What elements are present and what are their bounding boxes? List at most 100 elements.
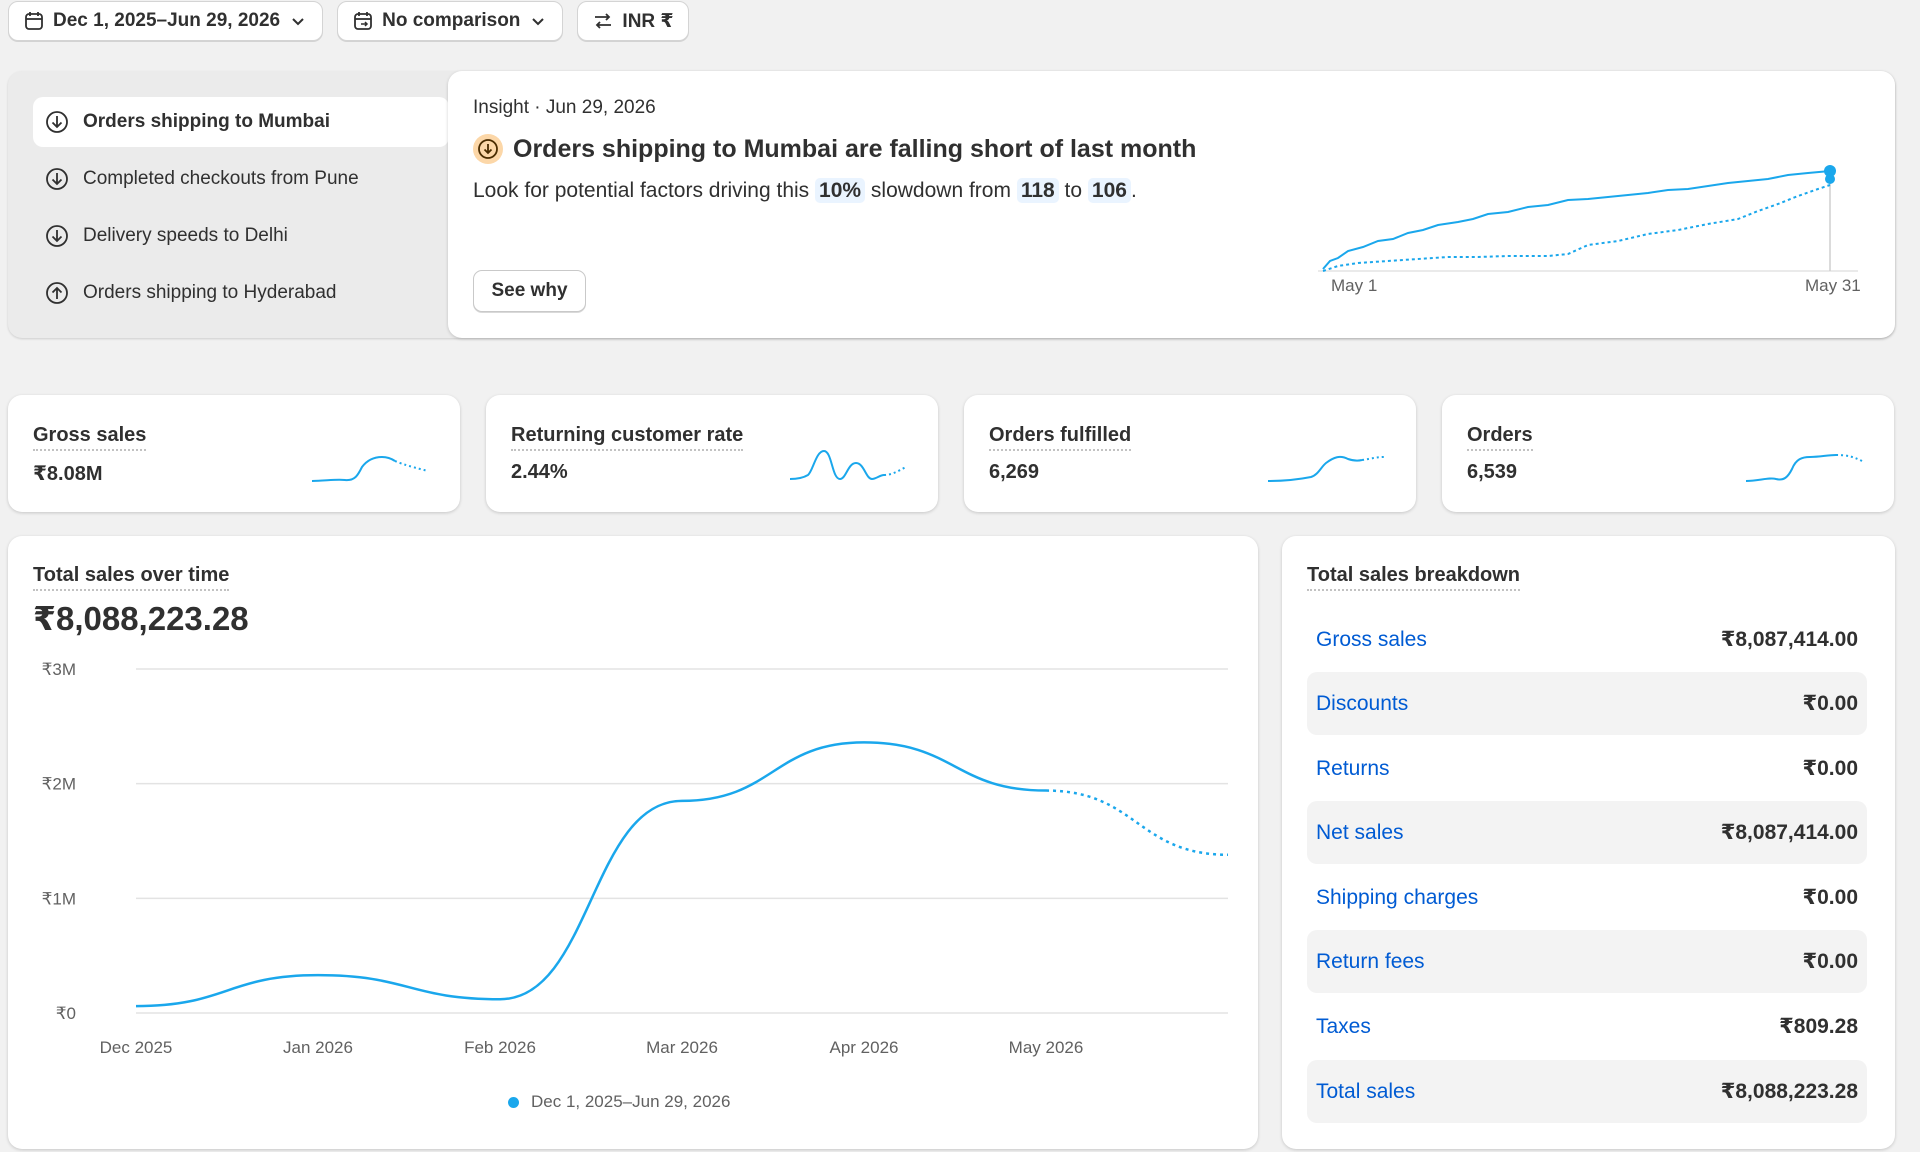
sales-over-time-card: Total sales over time ₹8,088,223.28 ₹0 ₹1… bbox=[8, 536, 1258, 1149]
chevron-down-icon bbox=[532, 18, 545, 26]
kpi-card-orders[interactable]: Orders 6,539 bbox=[1442, 395, 1894, 512]
arrow-down-circle-icon bbox=[46, 225, 68, 247]
legend-label: Dec 1, 2025–Jun 29, 2026 bbox=[531, 1092, 731, 1111]
sales-over-time-title[interactable]: Total sales over time bbox=[33, 564, 230, 591]
kpi-label: Orders fulfilled bbox=[989, 424, 1132, 451]
calendar-icon bbox=[25, 12, 43, 30]
sales-breakdown-title[interactable]: Total sales breakdown bbox=[1307, 564, 1521, 591]
breakdown-row-taxes: Taxes ₹809.28 bbox=[1307, 995, 1867, 1058]
legend-dot bbox=[508, 1096, 519, 1108]
arrow-down-circle-icon bbox=[46, 168, 68, 190]
insight-item-mumbai[interactable]: Orders shipping to Mumbai bbox=[33, 97, 449, 147]
mini-chart-current-line bbox=[1322, 170, 1831, 270]
insight-title-row: Orders shipping to Mumbai are falling sh… bbox=[473, 134, 1196, 164]
y-tick-label: ₹2M bbox=[42, 775, 76, 794]
insight-from-value: 118 bbox=[1016, 178, 1059, 203]
kpi-value: 2.44% bbox=[511, 461, 568, 483]
insight-item-label: Orders shipping to Hyderabad bbox=[83, 282, 337, 303]
series-line bbox=[135, 741, 1047, 1008]
toolbar: Dec 1, 2025–Jun 29, 2026 No comparison I… bbox=[8, 0, 689, 44]
mini-chart-start-label: May 1 bbox=[1331, 276, 1378, 295]
x-tick-label: May 2026 bbox=[1009, 1038, 1084, 1057]
breakdown-row-net-sales: Net sales ₹8,087,414.00 bbox=[1307, 801, 1867, 864]
breakdown-row-return-fees: Return fees ₹0.00 bbox=[1307, 930, 1867, 993]
insight-list: Orders shipping to Mumbai Completed chec… bbox=[33, 97, 449, 325]
breakdown-row-returns: Returns ₹0.00 bbox=[1307, 737, 1867, 800]
kpi-sparkline bbox=[1267, 455, 1385, 482]
date-range-label: Dec 1, 2025–Jun 29, 2026 bbox=[53, 10, 281, 31]
y-tick-label: ₹1M bbox=[42, 889, 76, 908]
breakdown-link[interactable]: Net sales bbox=[1316, 820, 1404, 844]
x-tick-label: Feb 2026 bbox=[464, 1038, 536, 1057]
mini-chart-end-label: May 31 bbox=[1805, 276, 1861, 295]
insight-text: . bbox=[1130, 179, 1137, 202]
breakdown-row-discounts: Discounts ₹0.00 bbox=[1307, 672, 1867, 735]
breakdown-value: ₹8,088,223.28 bbox=[1720, 1080, 1858, 1103]
breakdown-link[interactable]: Returns bbox=[1316, 756, 1390, 780]
currency-exchange-icon bbox=[595, 13, 612, 29]
kpi-card-gross-sales[interactable]: Gross sales ₹8.08M bbox=[8, 395, 460, 512]
kpi-card-orders-fulfilled[interactable]: Orders fulfilled 6,269 bbox=[964, 395, 1416, 512]
insight-title: Orders shipping to Mumbai are falling sh… bbox=[513, 134, 1197, 163]
breakdown-link[interactable]: Gross sales bbox=[1316, 627, 1427, 651]
kpi-label: Gross sales bbox=[33, 424, 147, 451]
y-tick-label: ₹3M bbox=[42, 660, 76, 679]
breakdown-value: ₹0.00 bbox=[1802, 950, 1858, 973]
kpi-card-returning-customer-rate[interactable]: Returning customer rate 2.44% bbox=[486, 395, 938, 512]
breakdown-link[interactable]: Total sales bbox=[1316, 1079, 1416, 1103]
sales-line-chart: ₹0 ₹1M ₹2M ₹3M Dec 2025 Jan 2026 Feb 2026 Mar 2… bbox=[42, 660, 1229, 1057]
arrow-down-circle-icon bbox=[46, 111, 68, 133]
insight-text: to bbox=[1064, 179, 1083, 202]
insight-mini-chart bbox=[1318, 165, 1858, 272]
insight-item-pune[interactable]: Completed checkouts from Pune bbox=[33, 154, 449, 204]
kpi-label: Orders bbox=[1467, 424, 1533, 451]
kpi-sparkline bbox=[789, 449, 907, 481]
breakdown-link[interactable]: Shipping charges bbox=[1316, 885, 1479, 909]
date-range-button[interactable]: Dec 1, 2025–Jun 29, 2026 bbox=[8, 1, 324, 41]
breakdown-value: ₹8,087,414.00 bbox=[1720, 628, 1858, 651]
breakdown-link[interactable]: Taxes bbox=[1316, 1014, 1371, 1038]
sales-breakdown-card: Total sales breakdown Gross sales ₹8,087… bbox=[1282, 536, 1895, 1149]
sales-total-value: ₹8,088,223.28 bbox=[33, 600, 249, 637]
breakdown-row-gross-sales: Gross sales ₹8,087,414.00 bbox=[1307, 608, 1867, 671]
mini-chart-point-previous bbox=[1825, 174, 1835, 184]
insight-card: Insight · Jun 29, 2026 Orders shipping t… bbox=[448, 71, 1895, 338]
see-why-button[interactable]: See why bbox=[473, 270, 586, 312]
y-tick-label: ₹0 bbox=[56, 1004, 76, 1023]
x-tick-label: Jan 2026 bbox=[283, 1038, 353, 1057]
breakdown-link[interactable]: Return fees bbox=[1316, 949, 1425, 973]
breakdown-value: ₹809.28 bbox=[1779, 1015, 1858, 1038]
breakdown-link[interactable]: Discounts bbox=[1316, 691, 1409, 715]
currency-label: INR ₹ bbox=[622, 10, 674, 32]
mini-chart-point-current bbox=[1824, 165, 1836, 177]
kpi-value: 6,269 bbox=[989, 461, 1040, 483]
insight-to-value: 106 bbox=[1087, 178, 1131, 203]
kpi-sparkline bbox=[311, 455, 429, 482]
insight-item-label: Completed checkouts from Pune bbox=[83, 168, 359, 189]
kpi-value: ₹8.08M bbox=[33, 463, 103, 485]
currency-button[interactable]: INR ₹ bbox=[577, 1, 689, 41]
kpi-sparkline bbox=[1745, 454, 1863, 482]
comparison-button[interactable]: No comparison bbox=[337, 1, 564, 41]
kpi-label: Returning customer rate bbox=[511, 424, 744, 451]
kpi-value: 6,539 bbox=[1467, 461, 1518, 483]
arrow-up-circle-icon bbox=[46, 282, 68, 304]
mini-chart-previous-line bbox=[1322, 184, 1831, 272]
insight-text: slowdown from bbox=[870, 179, 1011, 202]
breakdown-value: ₹8,087,414.00 bbox=[1720, 821, 1858, 844]
breakdown-value: ₹0.00 bbox=[1802, 757, 1858, 780]
insight-item-label: Delivery speeds to Delhi bbox=[83, 225, 288, 246]
insight-description: Look for potential factors driving this … bbox=[473, 178, 1137, 203]
comparison-label: No comparison bbox=[382, 10, 521, 31]
insight-date: Insight · Jun 29, 2026 bbox=[473, 97, 656, 118]
series-line-projected bbox=[1045, 789, 1229, 857]
insights-panel: Orders shipping to Mumbai Completed chec… bbox=[8, 71, 1895, 338]
insight-item-delhi[interactable]: Delivery speeds to Delhi bbox=[33, 211, 449, 261]
insight-percent: 10% bbox=[815, 178, 866, 203]
breakdown-value: ₹0.00 bbox=[1802, 692, 1858, 715]
calendar-compare-icon bbox=[354, 12, 373, 30]
x-tick-label: Apr 2026 bbox=[830, 1038, 899, 1057]
arrow-down-warning-icon bbox=[473, 134, 503, 164]
breakdown-value: ₹0.00 bbox=[1802, 886, 1858, 909]
insight-item-hyderabad[interactable]: Orders shipping to Hyderabad bbox=[33, 268, 449, 318]
